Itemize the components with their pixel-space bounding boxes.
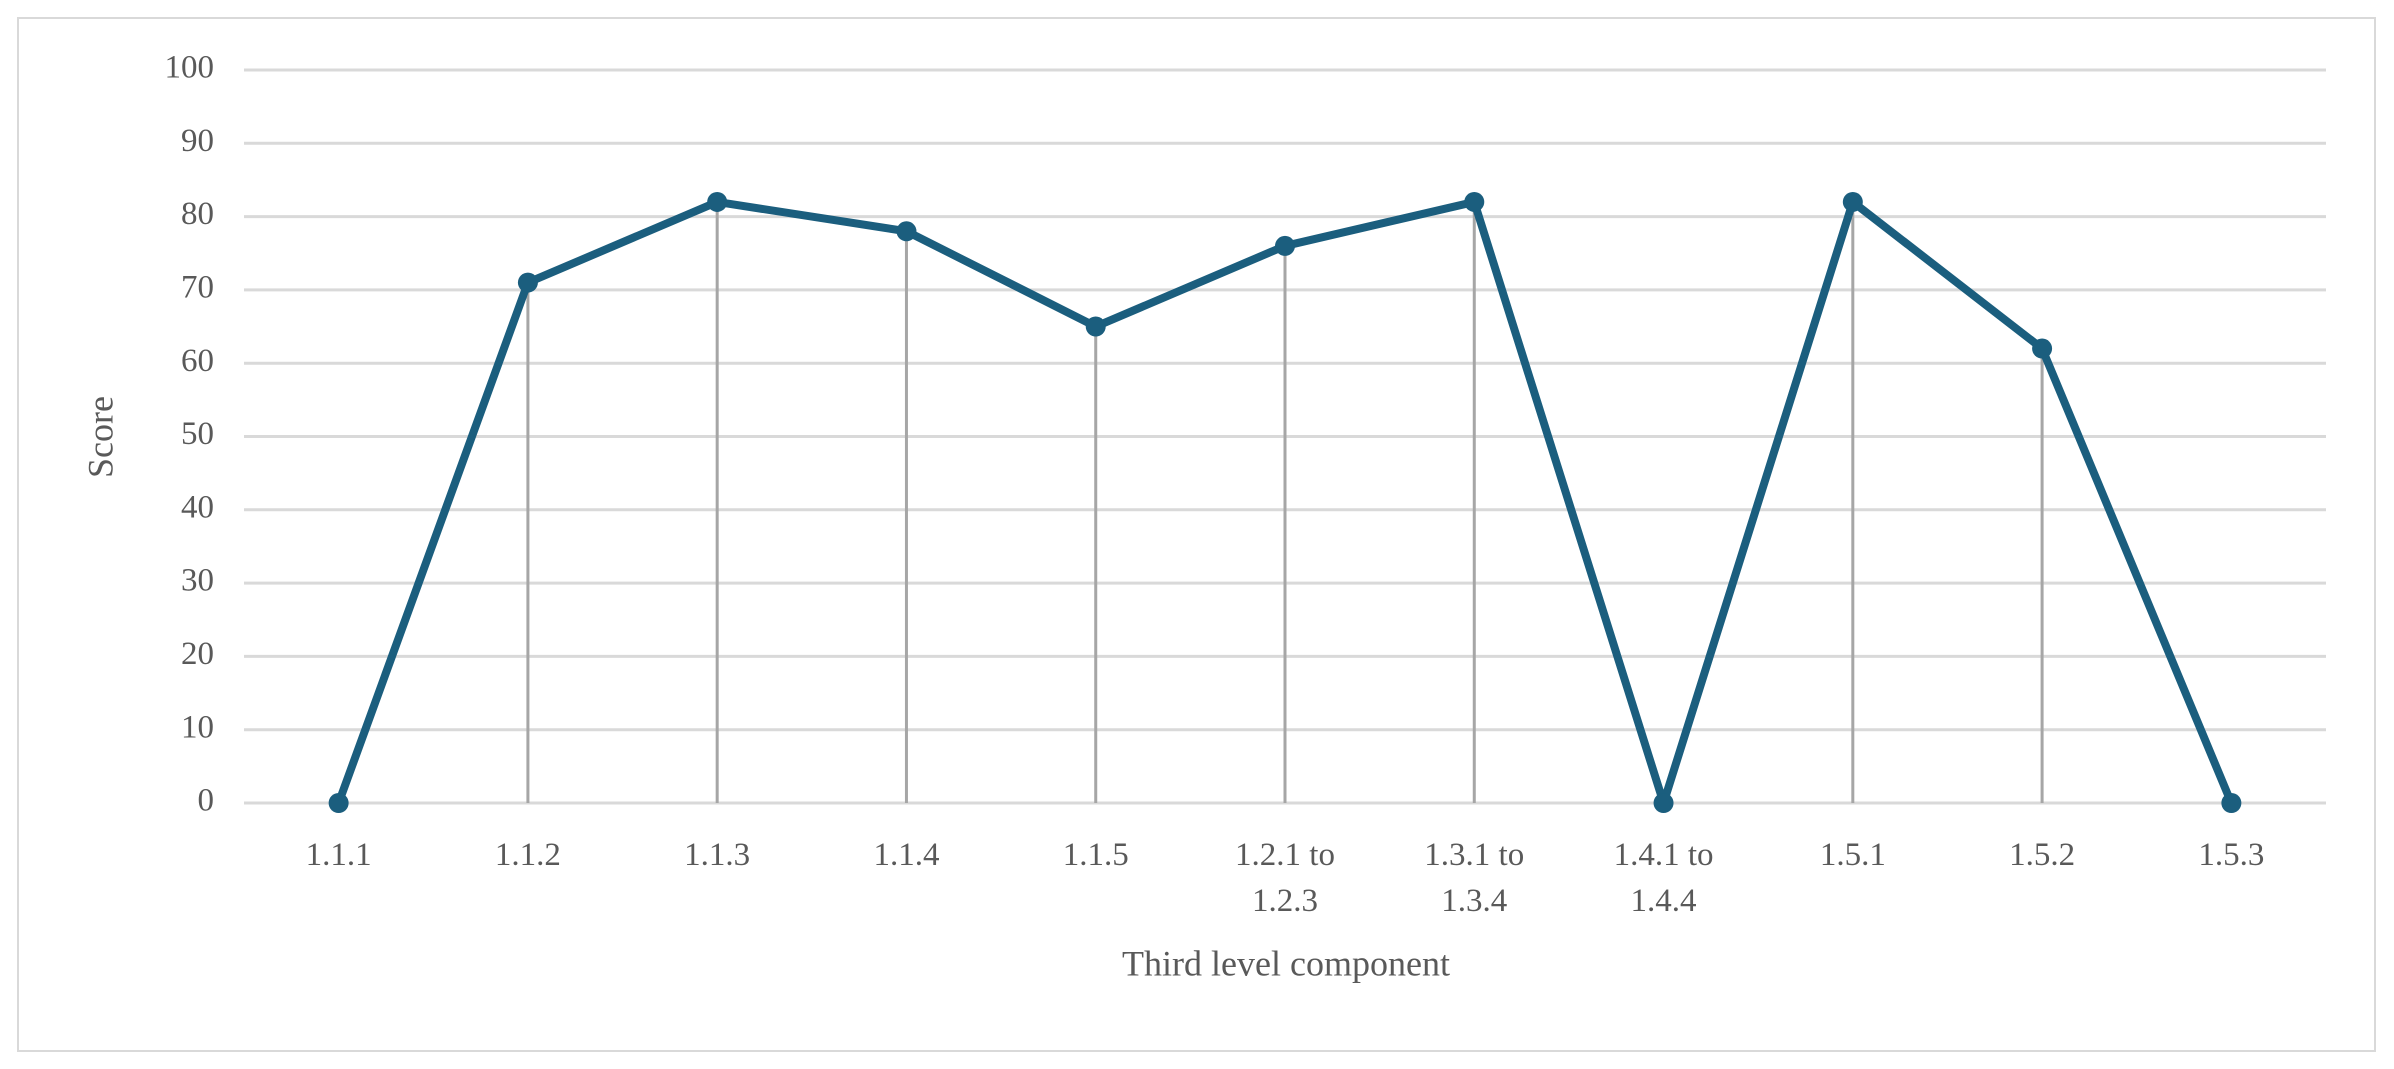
y-tick-label: 60 <box>181 343 214 379</box>
y-tick-label: 90 <box>181 123 214 159</box>
x-tick-label: 1.5.3 <box>2198 837 2265 873</box>
y-tick-label: 50 <box>181 416 214 452</box>
point-marker <box>1842 191 1863 212</box>
x-tick-label: 1.2.1 to 1.2.3 <box>1235 837 1335 919</box>
point-marker <box>1653 793 1674 813</box>
y-axis-title: Score <box>80 396 120 478</box>
x-tick-label: 1.3.1 to 1.3.4 <box>1424 837 1525 919</box>
y-tick-label: 30 <box>181 563 214 599</box>
y-tick-label: 20 <box>181 636 214 672</box>
x-tick-label: 1.1.2 <box>494 837 561 873</box>
y-tick-label: 10 <box>181 709 214 745</box>
point-marker <box>707 191 728 212</box>
x-tick-label: 1.1.5 <box>1062 837 1129 873</box>
point-marker <box>328 793 349 813</box>
point-marker <box>1085 316 1106 337</box>
x-axis-title: Third level component <box>1122 943 1450 983</box>
y-tick-label: 100 <box>165 50 215 86</box>
x-tick-label: 1.5.1 <box>1819 837 1886 873</box>
y-tick-label: 40 <box>181 489 214 525</box>
y-tick-label: 80 <box>181 196 214 232</box>
x-tick-label: 1.4.1 to 1.4.4 <box>1613 837 1714 919</box>
y-tick-label: 70 <box>181 269 214 305</box>
chart-frame <box>17 17 2376 1052</box>
x-tick-label: 1.1.1 <box>305 837 372 873</box>
point-marker <box>1464 191 1485 212</box>
y-tick-label: 0 <box>198 783 215 819</box>
point-marker <box>2221 793 2242 813</box>
x-tick-label: 1.1.4 <box>873 837 940 873</box>
x-tick-label: 1.1.3 <box>684 837 751 873</box>
point-marker <box>896 221 917 242</box>
x-tick-label: 1.5.2 <box>2009 837 2076 873</box>
point-marker <box>517 272 538 293</box>
point-marker <box>2032 338 2053 359</box>
point-marker <box>1275 235 1295 256</box>
